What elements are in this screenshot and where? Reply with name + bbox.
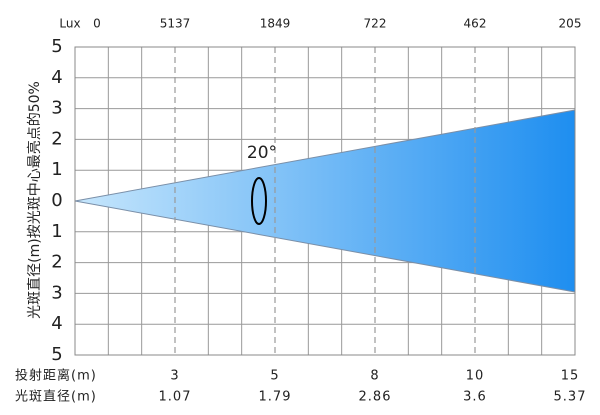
- lux-label: Lux: [59, 17, 80, 31]
- y-tick-label: 5: [51, 36, 62, 57]
- lux-value: 462: [464, 17, 487, 31]
- plot-frame: [74, 46, 576, 356]
- distance-value: 15: [561, 369, 580, 384]
- y-tick-label: 3: [51, 98, 62, 119]
- lux-value: 5137: [160, 17, 191, 31]
- y-tick-label: 2: [51, 252, 62, 273]
- diameter-value: 1.79: [259, 390, 292, 405]
- diameter-value: 1.07: [159, 390, 192, 405]
- lux-value: 722: [364, 17, 387, 31]
- y-tick-label: 1: [51, 221, 62, 242]
- distance-label: 投射距离(m): [15, 368, 97, 384]
- distance-value: 3: [170, 369, 179, 384]
- angle-marker: [251, 177, 267, 225]
- distance-value: 10: [466, 369, 485, 384]
- y-tick-label: 4: [51, 313, 62, 334]
- diameter-value: 5.37: [554, 390, 587, 405]
- y-tick-label: 0: [51, 190, 62, 211]
- y-tick-label: 5: [51, 344, 62, 365]
- y-title: 光斑直径(m)按光斑中心最亮点的50%: [26, 81, 43, 319]
- diameter-label: 光斑直径(m): [15, 390, 97, 405]
- distance-value: 5: [270, 369, 279, 384]
- diameter-value: 3.6: [463, 390, 487, 405]
- lux-value: 205: [559, 17, 582, 31]
- lux-value: 1849: [260, 17, 291, 31]
- y-tick-label: 1: [51, 159, 62, 180]
- lux-value: 0: [93, 17, 101, 31]
- beam-cone: [74, 109, 576, 293]
- angle-label: 20°: [247, 143, 277, 163]
- diameter-value: 2.86: [359, 390, 392, 405]
- y-tick-label: 3: [51, 282, 62, 303]
- distance-value: 8: [370, 369, 379, 384]
- y-tick-label: 2: [51, 128, 62, 149]
- y-tick-label: 4: [51, 67, 62, 88]
